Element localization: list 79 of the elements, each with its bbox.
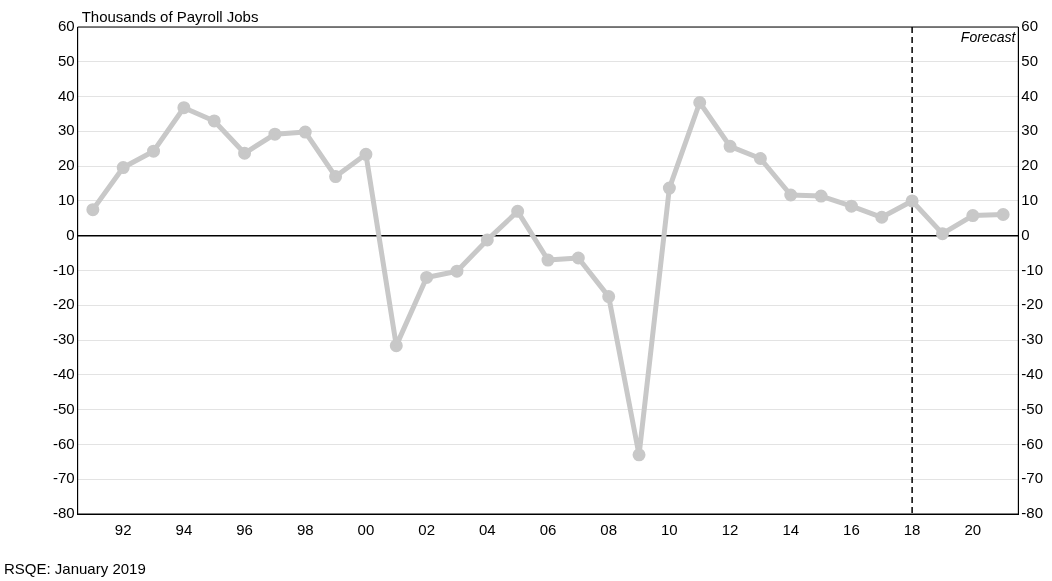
point (298, 125, 312, 139)
y-tick-label: 20 (57, 156, 75, 174)
point (359, 147, 373, 161)
y2-tick-label: -40 (1021, 365, 1044, 382)
x-tick-label: 16 (843, 521, 860, 539)
y2-tick-label: -30 (1021, 330, 1044, 348)
point (905, 194, 919, 208)
point (268, 127, 282, 141)
x-tick-label: 00 (357, 521, 375, 539)
point (511, 204, 525, 218)
point (450, 264, 464, 278)
y-tick-label: 0 (66, 225, 75, 243)
text: RSQE: January 2019 (4, 559, 146, 577)
point (420, 270, 434, 284)
y2-tick-label: 40 (1021, 86, 1039, 104)
point (541, 253, 555, 267)
point (875, 210, 889, 224)
y-tick-label: 50 (57, 51, 75, 69)
y-tick-label: -40 (52, 365, 75, 382)
point (238, 146, 252, 160)
x-tick-label: 04 (478, 521, 496, 539)
y2-tick-label: -20 (1021, 295, 1044, 313)
y-tick-label: -20 (52, 295, 75, 313)
y-tick-label: -60 (52, 434, 75, 452)
point (389, 339, 403, 353)
point (147, 144, 161, 158)
point (966, 209, 980, 223)
point (784, 188, 798, 202)
point (723, 139, 737, 153)
point (329, 170, 343, 184)
point (814, 189, 828, 203)
point (571, 251, 585, 265)
y-tick-label: 30 (57, 121, 75, 139)
y2-tick-label: -80 (1021, 504, 1044, 522)
point (844, 199, 858, 213)
point (602, 290, 616, 304)
point (86, 203, 100, 217)
point (177, 101, 191, 115)
y2-tick-label: 60 (1021, 17, 1039, 35)
x-tick-label: 12 (721, 521, 739, 539)
point (662, 181, 676, 195)
y-tick-label: 10 (57, 191, 75, 209)
y2-tick-label: 10 (1021, 191, 1039, 209)
y-tick-label: -30 (52, 330, 75, 348)
y-tick-label: -80 (52, 504, 75, 522)
x-tick-label: 10 (661, 521, 678, 539)
chart-title: Thousands of Payroll Jobs (81, 7, 259, 25)
y2-tick-label: -50 (1021, 399, 1044, 417)
x-tick-label: 20 (964, 521, 982, 539)
x-tick-label: 08 (600, 521, 618, 539)
y-tick-label: -50 (52, 399, 75, 417)
y2-tick-label: -70 (1021, 469, 1044, 487)
point (753, 151, 767, 165)
point (996, 208, 1010, 221)
y2-tick-label: 30 (1021, 121, 1039, 139)
y-tick-label: 60 (57, 17, 75, 35)
y2-tick-label: 0 (1021, 225, 1030, 243)
point (480, 233, 494, 247)
x-tick-label: 94 (175, 521, 193, 539)
x-tick-label: 96 (236, 521, 253, 539)
y-tick-label: 40 (57, 86, 75, 104)
y2-tick-label: 50 (1021, 51, 1039, 69)
x-tick-label: 02 (418, 521, 435, 539)
point (632, 448, 646, 462)
x-tick-label: 14 (782, 521, 800, 539)
x-tick-label: 98 (296, 521, 314, 539)
y2-tick-label: -60 (1021, 434, 1044, 452)
point (693, 95, 707, 109)
x-tick-label: 92 (114, 521, 132, 539)
point (116, 161, 130, 175)
x-tick-label: 06 (539, 521, 557, 539)
y-tick-label: -70 (52, 469, 75, 487)
y2-tick-label: -10 (1021, 260, 1044, 278)
point (935, 227, 949, 241)
point (207, 114, 221, 128)
x-tick-label: 18 (903, 521, 921, 539)
ref-line-label: Forecast (960, 28, 1017, 45)
y-tick-label: -10 (52, 260, 75, 278)
y2-tick-label: 20 (1021, 156, 1039, 174)
